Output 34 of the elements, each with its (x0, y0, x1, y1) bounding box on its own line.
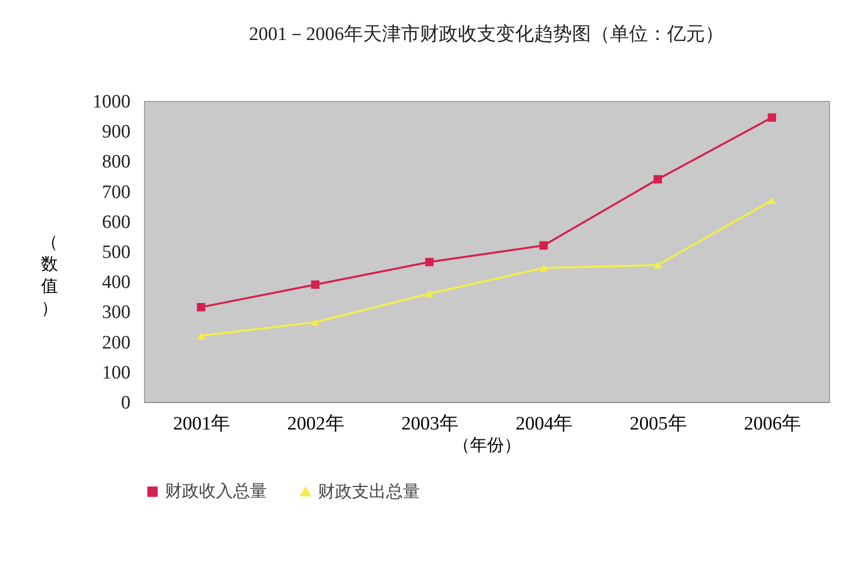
y-tick-label: 800 (102, 152, 130, 173)
point (539, 241, 548, 250)
point (654, 261, 662, 269)
x-tick-label: 2003年 (401, 414, 458, 434)
y-tick-label: 400 (102, 272, 130, 294)
point (196, 332, 206, 340)
y-tick-label: 300 (102, 302, 130, 324)
chart-title: 2001－2006年天津市财政收支变化趋势图（单位：亿元） (249, 23, 724, 45)
point (196, 303, 206, 312)
y-tick-label: 900 (102, 122, 130, 143)
y-tick-label: 700 (102, 182, 130, 203)
y-axis-title: （数值） (41, 232, 58, 318)
point (768, 113, 776, 122)
point (311, 318, 320, 326)
point (425, 290, 434, 298)
y-tick-label: 600 (102, 212, 130, 233)
x-tick-label: 2005年 (630, 414, 687, 434)
x-tick-label: 2004年 (516, 414, 573, 434)
y-tick-label: 1000 (92, 92, 130, 112)
point (311, 280, 320, 289)
point (768, 196, 776, 204)
point (539, 264, 548, 272)
point (654, 175, 662, 184)
legend-label: 财政收入总量 (165, 482, 267, 501)
x-tick-label: 2001年 (173, 414, 230, 434)
point (425, 258, 434, 266)
legend-label: 财政支出总量 (318, 482, 420, 501)
y-tick-label: 0 (121, 392, 130, 414)
y-tick-label: 100 (102, 362, 130, 384)
y-tick-label: 200 (102, 332, 130, 354)
y-tick-label: 500 (102, 242, 130, 263)
x-tick-label: 2006年 (744, 414, 801, 434)
x-axis-title: （年份） (453, 436, 521, 454)
x-tick-label: 2002年 (287, 414, 344, 434)
